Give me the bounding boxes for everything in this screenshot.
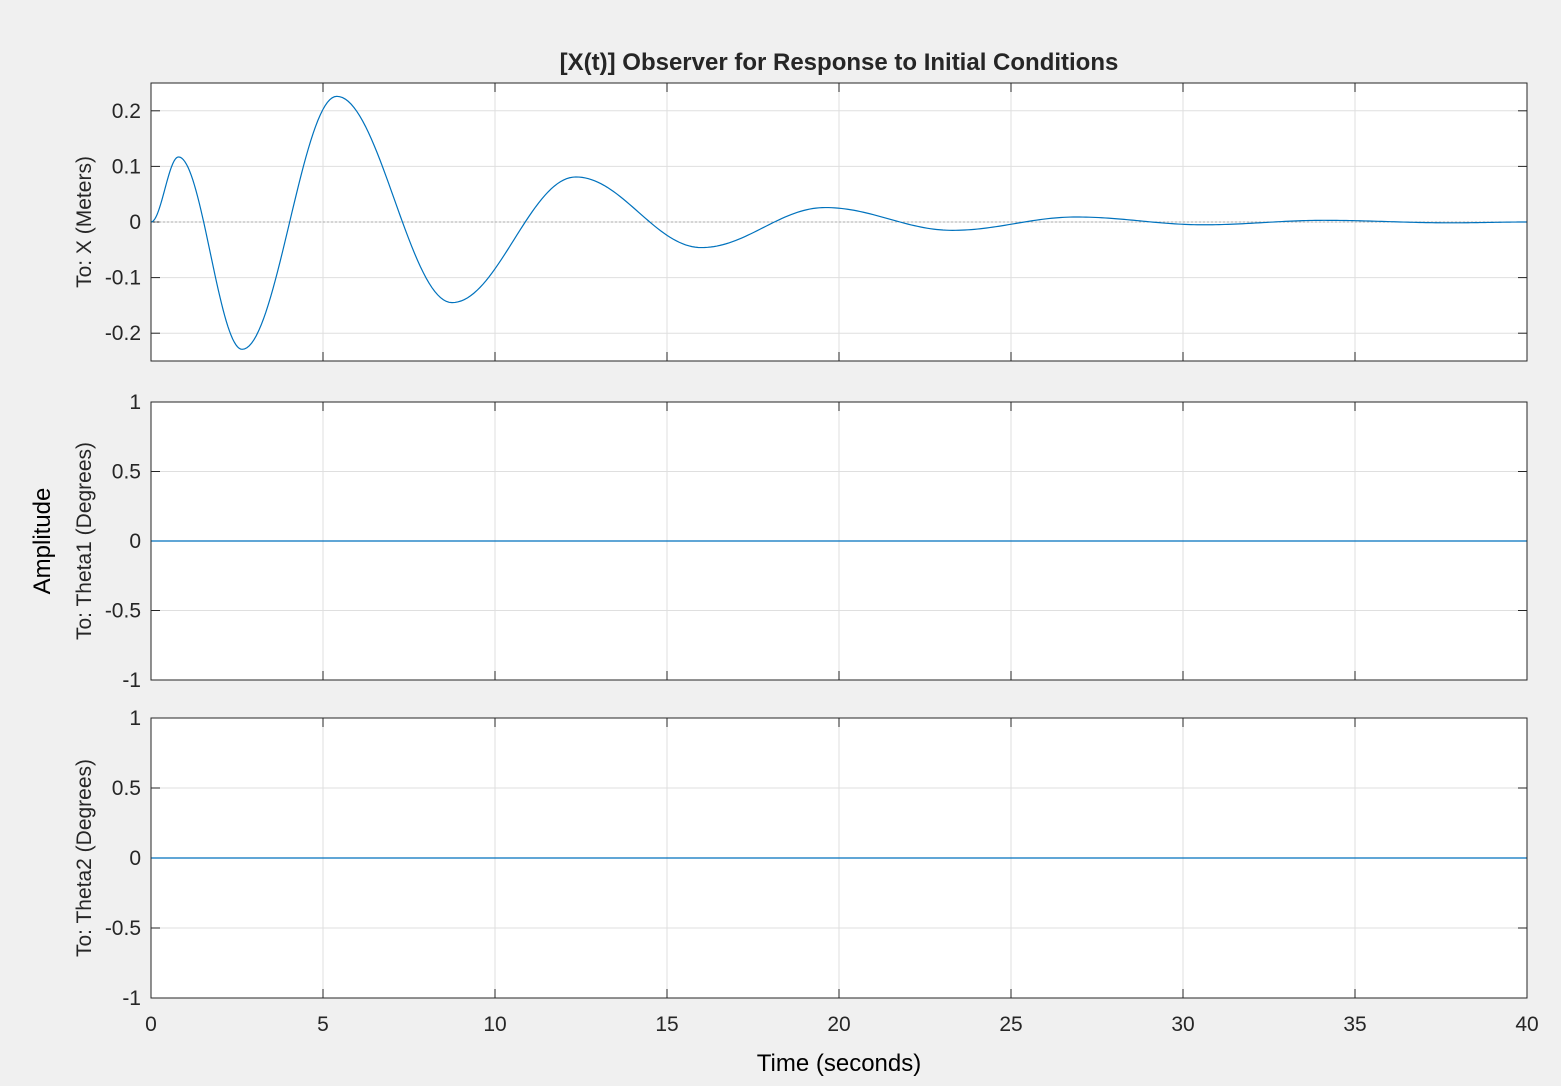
x-tick-label: 10 [483,1013,506,1036]
subplots: 0.2 0.1 0 -0.1 -0.2 To: X (Meters) 1 0.5 0 -0.5 -1… [73,82,1539,1036]
axes-box [150,82,1528,362]
x-tick-label: 35 [1343,1013,1366,1036]
y-tick-label: -0.2 [105,322,141,345]
x-tick-label: 20 [827,1013,850,1036]
y-tick-label: 0.5 [112,777,141,800]
subplot-y-axis-label: To: Theta1 (Degrees) [73,442,96,640]
y-tick-label: -0.5 [105,917,141,940]
subplot-1: 0.2 0.1 0 -0.1 -0.2 To: X (Meters) [73,82,1528,362]
y-tick-label: -0.1 [105,267,141,290]
subplot-2: 1 0.5 0 -0.5 -1 To: Theta1 (Degrees) [73,391,1528,692]
subplot-3: 0 5 10 15 20 25 30 35 40 1 0.5 0 -0.5 -1 To: Theta2 (D… [73,707,1539,1036]
x-tick-label: 5 [317,1013,329,1036]
x-tick-label: 25 [999,1013,1022,1036]
subplot-y-axis-label: To: Theta2 (Degrees) [73,759,96,957]
y-tick-label: -1 [122,987,141,1010]
y-tick-label: 1 [129,707,141,730]
axes-box [150,401,1528,681]
y-tick-label: 0.5 [112,461,141,484]
x-tick-label: 0 [145,1013,157,1036]
x-axis-label: Time (seconds) [757,1050,921,1077]
x-tick-label: 40 [1515,1013,1538,1036]
x-tick-label: 30 [1171,1013,1194,1036]
y-tick-label: 0 [129,211,141,234]
y-tick-label: 0.2 [112,100,141,123]
x-tick-label: 15 [655,1013,678,1036]
y-tick-label: -0.5 [105,600,141,623]
axes-box [150,717,1528,999]
chart-title: [X(t)] Observer for Response to Initial … [560,49,1119,76]
y-tick-label: 0 [129,530,141,553]
shared-y-axis-label: Amplitude [29,488,56,595]
y-tick-label: -1 [122,669,141,692]
subplot-y-axis-label: To: X (Meters) [73,156,96,288]
series-line [150,95,1527,350]
y-tick-label: 0.1 [112,155,141,178]
y-tick-label: 0 [129,847,141,870]
y-tick-label: 1 [129,391,141,414]
